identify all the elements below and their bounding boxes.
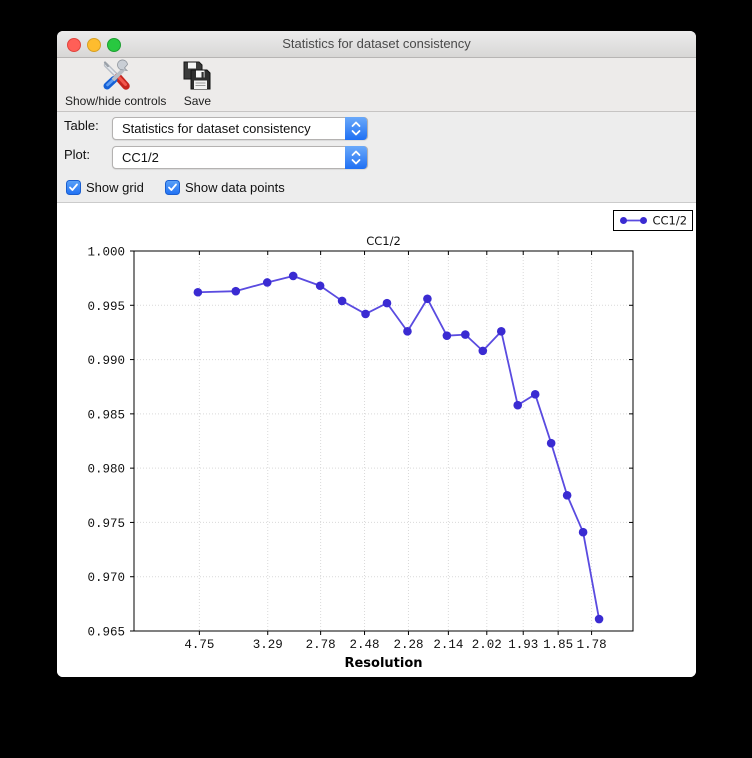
table-label: Table: [64, 118, 99, 133]
toolbar: Show/hide controls Save [57, 58, 696, 112]
svg-text:1.93: 1.93 [508, 638, 538, 652]
plot-select[interactable]: CC1/2 [112, 146, 368, 169]
show-hide-controls-button[interactable]: Show/hide controls [65, 59, 166, 108]
svg-text:Resolution: Resolution [344, 656, 422, 671]
table-select[interactable]: Statistics for dataset consistency [112, 117, 368, 140]
show-grid-checkbox[interactable] [66, 180, 81, 195]
svg-text:0.970: 0.970 [87, 571, 125, 585]
zoom-button[interactable] [107, 38, 121, 52]
svg-text:CC1/2: CC1/2 [366, 234, 401, 248]
svg-text:0.990: 0.990 [87, 354, 125, 368]
close-button[interactable] [67, 38, 81, 52]
svg-text:2.78: 2.78 [306, 638, 336, 652]
titlebar[interactable]: Statistics for dataset consistency [57, 31, 696, 58]
svg-text:CC1/2: CC1/2 [653, 214, 688, 228]
svg-text:1.78: 1.78 [577, 638, 607, 652]
table-select-value: Statistics for dataset consistency [122, 121, 311, 136]
show-grid-label: Show grid [86, 180, 144, 195]
svg-text:2.02: 2.02 [472, 638, 502, 652]
show-data-points-row: Show data points [165, 180, 285, 195]
svg-text:0.980: 0.980 [87, 463, 125, 477]
svg-text:0.975: 0.975 [87, 517, 125, 531]
svg-text:0.995: 0.995 [87, 300, 125, 314]
window-title: Statistics for dataset consistency [282, 36, 471, 51]
svg-text:2.48: 2.48 [350, 638, 380, 652]
show-hide-controls-label: Show/hide controls [65, 94, 167, 108]
svg-text:2.28: 2.28 [393, 638, 423, 652]
stepper-icon [345, 117, 367, 140]
svg-text:2.14: 2.14 [433, 638, 463, 652]
svg-text:3.29: 3.29 [253, 638, 283, 652]
svg-text:1.000: 1.000 [87, 246, 125, 260]
svg-text:4.75: 4.75 [184, 638, 214, 652]
save-icon [180, 59, 214, 93]
svg-text:0.985: 0.985 [87, 408, 125, 422]
plot-select-value: CC1/2 [122, 150, 159, 165]
stepper-icon [345, 146, 367, 169]
show-data-points-checkbox[interactable] [165, 180, 180, 195]
save-label: Save [183, 94, 212, 108]
show-grid-row: Show grid [66, 180, 144, 195]
chart-svg: 1.000 0.995 0.990 0.985 0.980 0.975 0.970 0.965… [87, 210, 693, 671]
show-data-points-label: Show data points [185, 180, 285, 195]
svg-text:1.85: 1.85 [543, 638, 573, 652]
minimize-button[interactable] [87, 38, 101, 52]
plot-label: Plot: [64, 147, 91, 162]
svg-text:0.965: 0.965 [87, 626, 125, 640]
chart-area: 1.000 0.995 0.990 0.985 0.980 0.975 0.970 0.965… [57, 203, 696, 677]
save-button[interactable]: Save [180, 59, 214, 108]
app-window: Statistics for dataset consistency [57, 31, 696, 677]
tools-icon [99, 59, 133, 93]
controls-panel: Table: Statistics for dataset consistenc… [57, 112, 696, 203]
